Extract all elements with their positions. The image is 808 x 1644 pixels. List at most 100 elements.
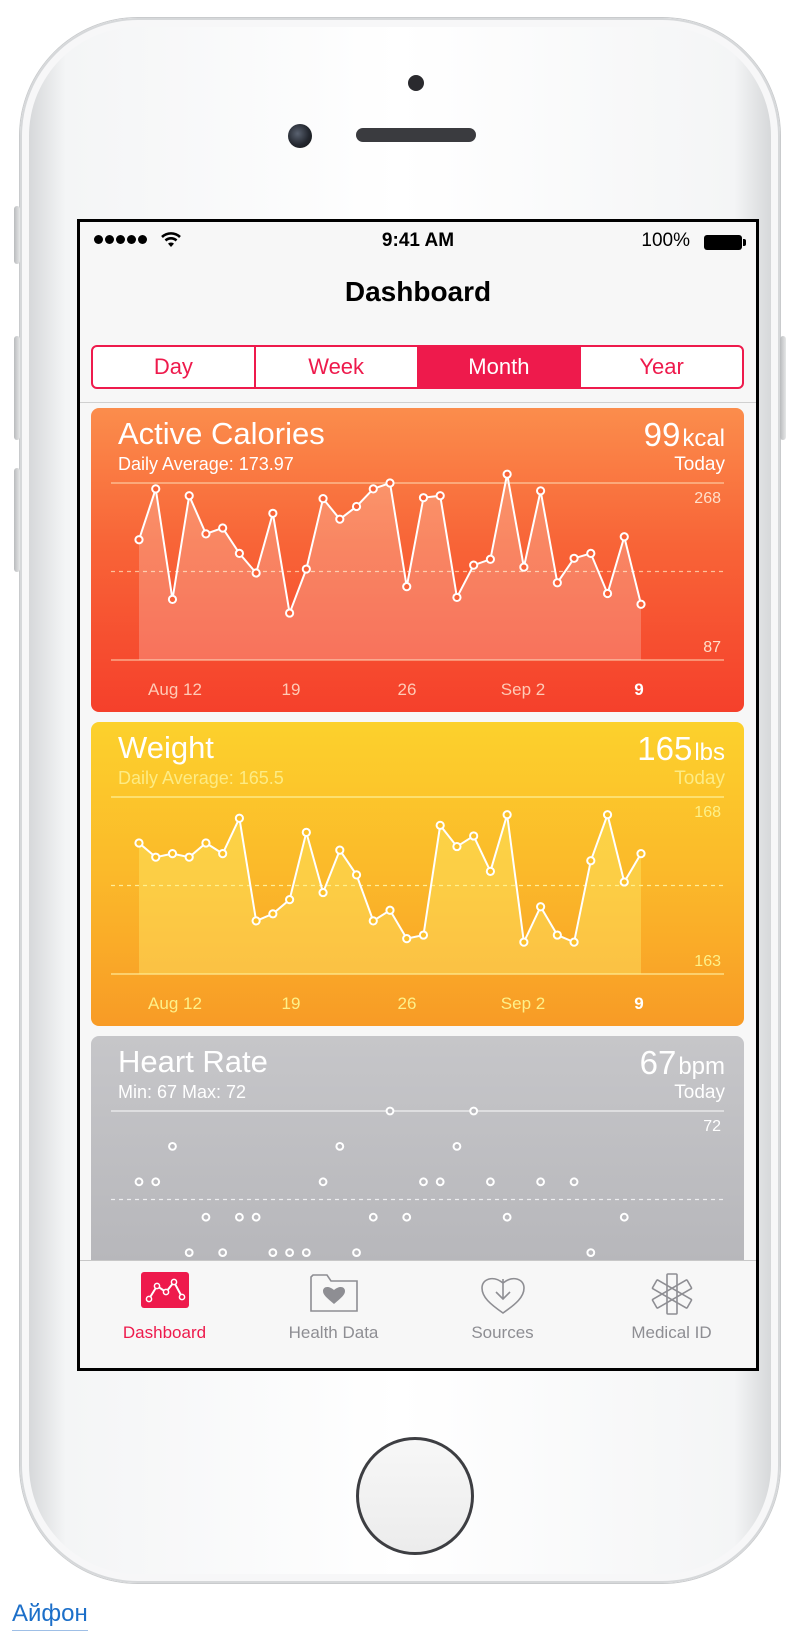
data-point <box>218 523 228 533</box>
data-point <box>368 916 378 926</box>
tab-health-data[interactable]: Health Data <box>249 1261 418 1368</box>
data-point <box>586 1248 596 1258</box>
data-point <box>469 831 479 841</box>
data-point <box>351 501 362 512</box>
heart-rate-card[interactable]: 72 Heart Rate Min: 67 Max: 72 67bpm Toda… <box>91 1036 744 1276</box>
data-point <box>402 934 412 944</box>
data-point <box>335 514 345 524</box>
card-period: Today <box>674 768 725 789</box>
iphone-device: 9:41 AM 100% Dashboard Day Week Month Ye… <box>14 18 786 1583</box>
data-point <box>636 849 646 859</box>
y-max-label: 268 <box>694 490 721 507</box>
x-tick-label: Aug 12 <box>148 680 202 699</box>
data-point <box>234 548 244 559</box>
value-unit: bpm <box>678 1053 725 1080</box>
dashboard-icon <box>140 1272 189 1308</box>
data-point <box>485 554 495 564</box>
data-point <box>235 1212 244 1222</box>
weight-card[interactable]: 168 163 Aug 12 19 26 Sep 2 9 Weight Daily Aver… <box>91 722 744 1026</box>
series-area <box>139 474 641 660</box>
volume-up-button <box>14 336 20 440</box>
data-point <box>151 1177 161 1187</box>
data-point <box>619 532 629 542</box>
wifi-icon <box>161 232 181 247</box>
data-point <box>602 588 613 599</box>
y-min-label: 87 <box>703 639 721 656</box>
y-max-label: 168 <box>694 804 721 821</box>
data-point <box>619 877 629 887</box>
card-period: Today <box>674 454 725 475</box>
data-point <box>469 560 479 570</box>
data-point <box>418 493 429 503</box>
data-point <box>385 905 395 915</box>
card-value: 165lbs <box>637 730 725 768</box>
status-bar: 9:41 AM 100% <box>80 222 756 262</box>
tab-medical-id[interactable]: Medical ID <box>587 1261 756 1368</box>
heart-rate-chart: 72 <box>111 1106 724 1258</box>
data-point <box>552 578 562 588</box>
data-point <box>184 1248 194 1258</box>
data-point <box>486 1177 495 1187</box>
data-point <box>151 484 161 494</box>
caption-link[interactable]: Айфон <box>12 1600 88 1631</box>
data-point <box>586 856 596 866</box>
data-point <box>402 582 412 592</box>
data-point <box>218 849 228 859</box>
data-point <box>134 838 144 848</box>
home-button[interactable] <box>356 1437 474 1555</box>
active-calories-card[interactable]: 268 87 Aug 12 19 26 Sep 2 9 Active Calories Da… <box>91 408 744 712</box>
data-point <box>134 1177 144 1187</box>
value-number: 99 <box>643 416 681 453</box>
data-point <box>536 1177 546 1187</box>
segment-week[interactable]: Week <box>256 347 419 387</box>
data-point <box>569 553 579 563</box>
data-point <box>368 484 378 494</box>
data-point <box>167 849 178 859</box>
tab-sources[interactable]: Sources <box>418 1261 587 1368</box>
data-point <box>452 841 462 852</box>
data-point <box>285 608 295 618</box>
card-title: Heart Rate <box>118 1044 268 1079</box>
card-value: 99kcal <box>644 416 725 454</box>
x-tick-label: 26 <box>398 994 417 1013</box>
data-point <box>519 562 529 572</box>
status-time: 9:41 AM <box>381 230 455 251</box>
card-subtitle: Daily Average: 173.97 <box>118 454 294 474</box>
data-point <box>569 937 579 947</box>
x-tick-label: Sep 2 <box>501 680 545 699</box>
data-point <box>519 937 529 947</box>
tab-dashboard[interactable]: Dashboard <box>80 1261 249 1368</box>
medical-id-asterisk-icon <box>651 1273 692 1315</box>
data-point <box>569 1177 579 1187</box>
value-unit: kcal <box>682 425 725 452</box>
data-point <box>636 599 646 609</box>
data-point <box>251 1212 261 1222</box>
x-tick-label: 26 <box>398 680 417 699</box>
data-point <box>452 1142 462 1151</box>
segment-day[interactable]: Day <box>93 347 256 387</box>
battery-percent: 100% <box>641 230 690 251</box>
power-button <box>780 336 786 440</box>
data-point <box>435 491 445 501</box>
data-point <box>502 1212 512 1222</box>
value-number: 165 <box>637 730 693 767</box>
data-point <box>301 564 311 574</box>
tab-label: Medical ID <box>631 1323 712 1342</box>
data-point <box>301 827 311 838</box>
data-point <box>452 592 462 603</box>
data-point <box>368 1212 378 1222</box>
screen: 9:41 AM 100% Dashboard Day Week Month Ye… <box>77 219 759 1371</box>
page-title: Dashboard <box>344 276 492 307</box>
data-point <box>435 820 445 830</box>
data-point <box>536 902 546 912</box>
segment-month[interactable]: Month <box>418 347 582 387</box>
mute-switch <box>14 206 20 264</box>
period-segmented-control: Day Week Month Year <box>91 345 744 389</box>
health-data-folder-icon <box>309 1274 358 1312</box>
data-point <box>251 568 261 578</box>
tab-label: Health Data <box>288 1323 379 1342</box>
data-point <box>402 1212 412 1222</box>
segment-year[interactable]: Year <box>639 354 684 379</box>
tab-label: Dashboard <box>122 1323 207 1342</box>
data-point <box>201 529 211 539</box>
